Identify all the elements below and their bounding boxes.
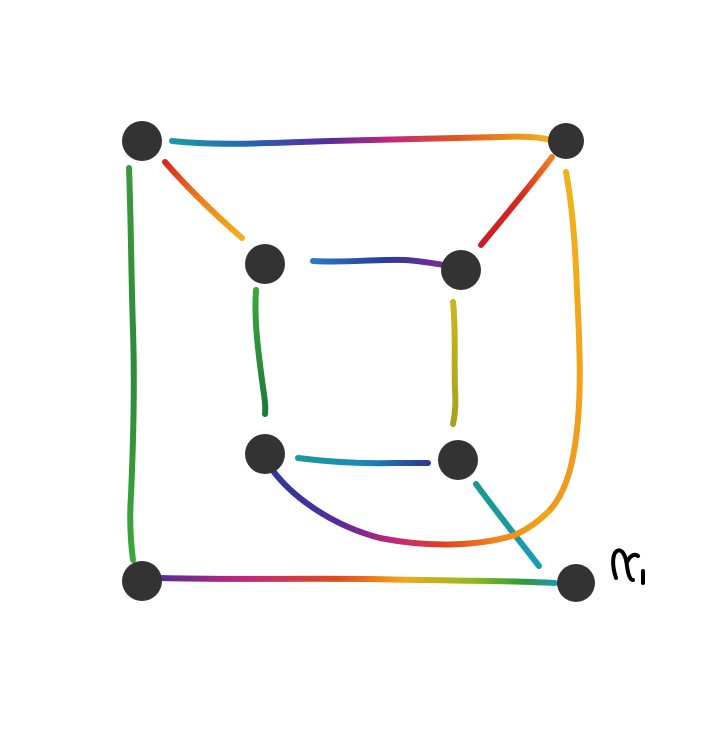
vertex-outer-bottom-right: [557, 564, 595, 602]
edge-inner-top: [310, 256, 447, 268]
edge-outer-top: [169, 133, 553, 147]
edge-outer-bottom: [157, 575, 558, 586]
edge-outer-right: [545, 169, 583, 515]
edge-inner-right: [450, 299, 459, 427]
vertex-inner-bottom-right: [438, 440, 478, 480]
vertex-outer-bottom-left: [122, 561, 162, 601]
edge-inner-left: [252, 287, 269, 417]
vertex-inner-top-right: [441, 250, 481, 290]
edge-outer-left: [126, 165, 137, 563]
vertex-outer-top-right: [548, 123, 584, 159]
handwritten-gamma-label: [611, 548, 645, 585]
edge-diag-top-left: [162, 159, 245, 241]
vertex-outer-top-left: [122, 121, 162, 161]
edge-diag-bottom-right: [473, 481, 542, 569]
vertex-inner-bottom-left: [245, 434, 285, 474]
edge-diag-top-right: [478, 154, 555, 248]
vertex-inner-top-left: [245, 244, 285, 284]
edge-curve-inner-to-outer: [268, 465, 551, 548]
edge-inner-bottom: [295, 455, 431, 467]
